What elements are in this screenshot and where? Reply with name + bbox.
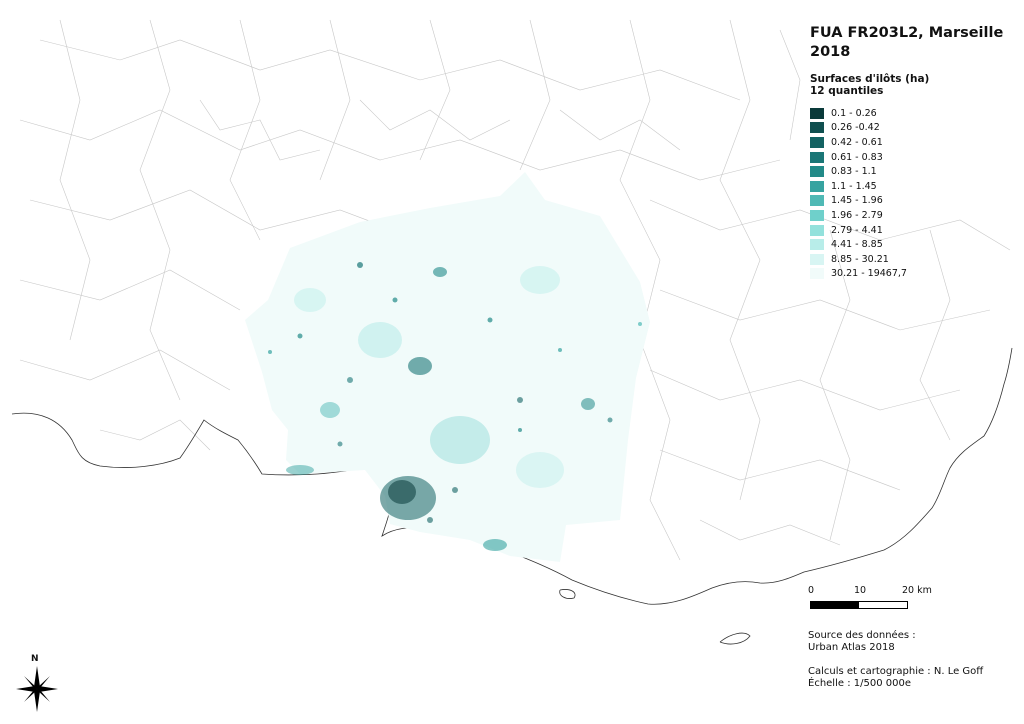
scale-segment-white <box>859 602 907 608</box>
etang-cluster <box>286 465 314 475</box>
legend-item: 0.83 - 1.1 <box>810 164 907 179</box>
town-dot <box>297 333 303 339</box>
scale-tick-0: 0 <box>808 585 815 596</box>
legend-swatch <box>810 180 824 192</box>
legend-label: 0.26 -0.42 <box>831 122 880 134</box>
legend-swatch <box>810 268 824 280</box>
commune-boundaries <box>19 19 1011 561</box>
scale-tick-10: 10 <box>854 585 867 596</box>
fua-area <box>245 172 650 562</box>
urban-atlas-extent <box>245 172 650 562</box>
legend-label: 0.61 - 0.83 <box>831 151 883 163</box>
legend-label: 0.83 - 1.1 <box>831 166 877 178</box>
scale-bar: 0 10 20 km <box>806 585 946 615</box>
legend-swatch <box>810 122 824 134</box>
northeast-cluster <box>520 266 560 294</box>
legend-item: 1.96 - 2.79 <box>810 208 907 223</box>
legend-item: 2.79 - 4.41 <box>810 223 907 238</box>
legend-label: 1.45 - 1.96 <box>831 195 883 207</box>
legend-label: 2.79 - 4.41 <box>831 224 883 236</box>
mid-cluster <box>358 322 402 358</box>
scale-tick-20: 20 km <box>902 585 932 596</box>
town-dot <box>558 348 562 352</box>
east-spread <box>516 452 564 488</box>
legend-swatch <box>810 166 824 178</box>
legend-swatch <box>810 107 824 119</box>
compass-star-icon <box>16 666 58 712</box>
legend-item: 0.61 - 0.83 <box>810 150 907 165</box>
town-dot <box>357 262 363 268</box>
town-dot <box>517 397 523 403</box>
credits-note: Calculs et cartographie : N. Le Goff Éch… <box>808 666 983 690</box>
central-cluster <box>430 416 490 464</box>
town-dot <box>427 517 433 523</box>
legend-swatch <box>810 239 824 251</box>
legend-label: 0.42 - 0.61 <box>831 136 883 148</box>
legend-swatch <box>810 151 824 163</box>
legend-label: 1.96 - 2.79 <box>831 209 883 221</box>
north-cluster <box>433 267 447 277</box>
town-dot <box>518 428 522 432</box>
legend-label: 0.1 - 0.26 <box>831 107 877 119</box>
northwest-cluster <box>294 288 326 312</box>
town-dot <box>452 487 458 493</box>
source-line1: Source des données : <box>808 630 916 641</box>
town-dot <box>392 297 398 303</box>
legend-swatch <box>810 224 824 236</box>
legend-item: 0.42 - 0.61 <box>810 135 907 150</box>
legend-item: 30.21 - 19467,7 <box>810 267 907 282</box>
town-dot <box>487 317 493 323</box>
legend-item: 1.45 - 1.96 <box>810 194 907 209</box>
legend-swatch <box>810 209 824 221</box>
map-title-line1: FUA FR203L2, Marseille <box>810 25 1004 41</box>
legend-swatch <box>810 136 824 148</box>
legend-label: 1.1 - 1.45 <box>831 180 877 192</box>
legend-subtitle: 12 quantiles <box>810 85 884 97</box>
legend-heading: Surfaces d'ilôts (ha) 12 quantiles <box>810 73 929 97</box>
north-arrow: N <box>14 654 60 714</box>
town-dot <box>607 417 613 423</box>
map-title-line2: 2018 <box>810 44 851 60</box>
aix-cluster <box>408 357 432 375</box>
scale-bar-graphic <box>810 601 908 609</box>
legend-item: 8.85 - 30.21 <box>810 252 907 267</box>
legend-item: 4.41 - 8.85 <box>810 237 907 252</box>
legend-swatch <box>810 195 824 207</box>
source-line2: Urban Atlas 2018 <box>808 642 895 653</box>
credits-line2: Échelle : 1/500 000e <box>808 678 911 689</box>
legend-label: 4.41 - 8.85 <box>831 239 883 251</box>
map-title: FUA FR203L2, Marseille 2018 <box>810 24 1003 62</box>
north-label: N <box>31 654 39 664</box>
town-dot <box>268 350 272 354</box>
east-cluster <box>581 398 595 410</box>
legend-item: 0.26 -0.42 <box>810 121 907 136</box>
legend-title: Surfaces d'ilôts (ha) <box>810 73 930 85</box>
credits-line1: Calculs et cartographie : N. Le Goff <box>808 666 984 677</box>
legend-swatch <box>810 253 824 265</box>
west-cluster <box>320 402 340 418</box>
town-dot <box>337 441 343 447</box>
south-coast-cluster <box>483 539 507 551</box>
town-dot <box>638 322 642 326</box>
source-note: Source des données : Urban Atlas 2018 <box>808 630 916 654</box>
legend-label: 30.21 - 19467,7 <box>831 268 907 280</box>
scale-segment-black <box>811 602 859 608</box>
legend: 0.1 - 0.26 0.26 -0.42 0.42 - 0.61 0.61 - 0.… <box>810 106 907 281</box>
marseille-core-inner <box>388 480 416 504</box>
legend-item: 0.1 - 0.26 <box>810 106 907 121</box>
legend-item: 1.1 - 1.45 <box>810 179 907 194</box>
town-dot <box>347 377 353 383</box>
legend-label: 8.85 - 30.21 <box>831 253 889 265</box>
urban-clusters <box>268 262 642 551</box>
